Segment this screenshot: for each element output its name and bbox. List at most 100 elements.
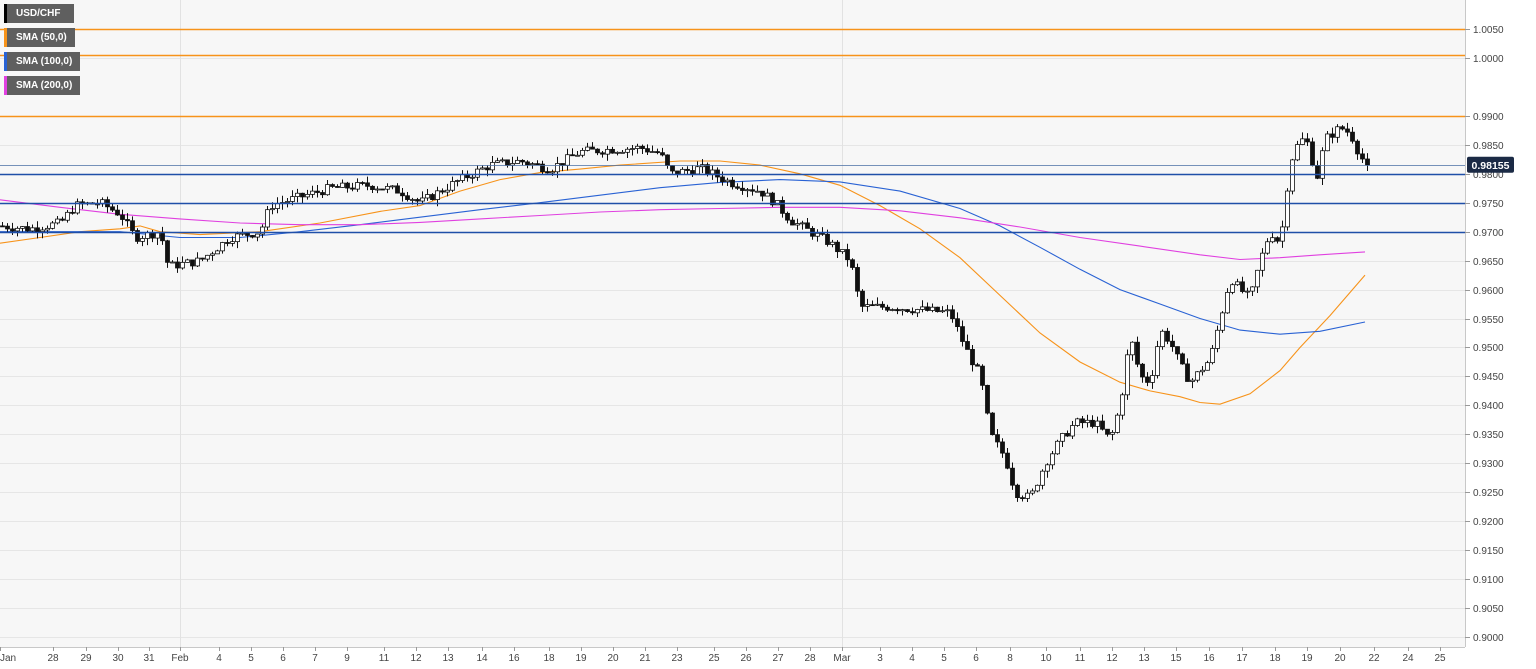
candle-body [1245, 290, 1250, 293]
candle [50, 220, 55, 230]
candle-body [1235, 281, 1240, 286]
candle-body [725, 179, 730, 183]
candle-body [1170, 340, 1175, 347]
candle [1020, 495, 1025, 502]
candle [470, 174, 475, 184]
x-tick-label: 25 [1434, 653, 1446, 664]
candle [790, 216, 795, 226]
candle [1070, 421, 1075, 439]
candle-body [695, 166, 700, 175]
candle-body [840, 249, 845, 253]
candle-body [5, 225, 10, 230]
candle [360, 181, 365, 186]
candle-body [1365, 158, 1370, 166]
x-tick-label: 12 [410, 653, 422, 664]
candle [860, 289, 865, 313]
y-tick-label: 0.9000 [1473, 633, 1504, 644]
candle-body [1100, 420, 1105, 430]
candle [405, 192, 410, 202]
legend-item-sma-50[interactable]: SMA (50,0) [4, 28, 75, 47]
candle-body [1025, 492, 1030, 499]
x-tick-label: 9 [344, 653, 350, 664]
candle-body [125, 219, 130, 222]
legend-item-usdchf[interactable]: USD/CHF [4, 4, 74, 23]
candle [520, 159, 525, 166]
candle [925, 302, 930, 312]
legend-item-sma-200[interactable]: SMA (200,0) [4, 76, 81, 95]
candle-body [610, 148, 615, 154]
candle [455, 179, 460, 187]
candle-body [795, 223, 800, 226]
candle [1230, 283, 1235, 295]
x-tick-label: 25 [708, 653, 720, 664]
candle [1290, 158, 1295, 195]
candle-body [1165, 330, 1170, 342]
candle-body [615, 151, 620, 154]
candle-body [550, 171, 555, 174]
candle [310, 185, 315, 198]
candle-body [275, 203, 280, 209]
y-tick-label: 0.9850 [1473, 141, 1504, 152]
candle-body [115, 209, 120, 216]
candle-body [200, 257, 205, 260]
candle-body [965, 341, 970, 350]
candle-body [1095, 420, 1100, 427]
candle [1285, 188, 1290, 231]
candle [950, 305, 955, 323]
candle [575, 150, 580, 157]
candle [535, 160, 540, 166]
x-tick-label: 24 [1402, 653, 1414, 664]
candle [25, 221, 30, 233]
candle-body [835, 241, 840, 253]
candle [1025, 489, 1030, 503]
candle [990, 412, 995, 436]
current-price-tag: 0.98155 [1467, 156, 1514, 173]
candle [785, 211, 790, 224]
candle-body [25, 226, 30, 232]
candle-body [625, 148, 630, 153]
candle-body [830, 241, 835, 245]
candle-body [1145, 376, 1150, 383]
candle [1325, 130, 1330, 152]
candle [1180, 352, 1185, 365]
legend-swatch-sma-50 [4, 28, 7, 47]
candle [1045, 463, 1050, 478]
candle [190, 259, 195, 270]
candle [205, 254, 210, 262]
candle [180, 256, 185, 270]
candle [1035, 484, 1040, 493]
candle-body [920, 306, 925, 310]
x-tick-label: 4 [216, 653, 222, 664]
candle [650, 145, 655, 153]
candle-body [620, 151, 625, 154]
candle [845, 243, 850, 267]
candle [660, 147, 665, 157]
sma-100-line [0, 179, 1366, 335]
legend-label-usdchf: USD/CHF [16, 8, 61, 19]
y-tick-label: 0.9500 [1473, 343, 1504, 354]
candle [625, 147, 630, 159]
candle-body [145, 232, 150, 239]
candle-body [365, 182, 370, 187]
legend-item-sma-100[interactable]: SMA (100,0) [4, 52, 81, 71]
legend-label-sma-200: SMA (200,0) [16, 80, 73, 91]
candle [1005, 448, 1010, 470]
candle-body [400, 192, 405, 197]
candle [930, 303, 935, 313]
candle-body [585, 146, 590, 151]
candle-body [705, 164, 710, 175]
x-tick-label: 22 [1368, 653, 1380, 664]
candle-body [885, 306, 890, 311]
x-tick-label: 18 [543, 653, 555, 664]
candle [1140, 362, 1145, 383]
candle-body [485, 167, 490, 171]
candle [1080, 415, 1085, 429]
candle-body [500, 159, 505, 162]
candle-body [1135, 341, 1140, 365]
candle-body [525, 161, 530, 166]
candle-body [760, 190, 765, 197]
candle-body [630, 148, 635, 150]
x-tick-label: 7 [312, 653, 318, 664]
candle-body [1160, 330, 1165, 348]
candle [490, 156, 495, 173]
